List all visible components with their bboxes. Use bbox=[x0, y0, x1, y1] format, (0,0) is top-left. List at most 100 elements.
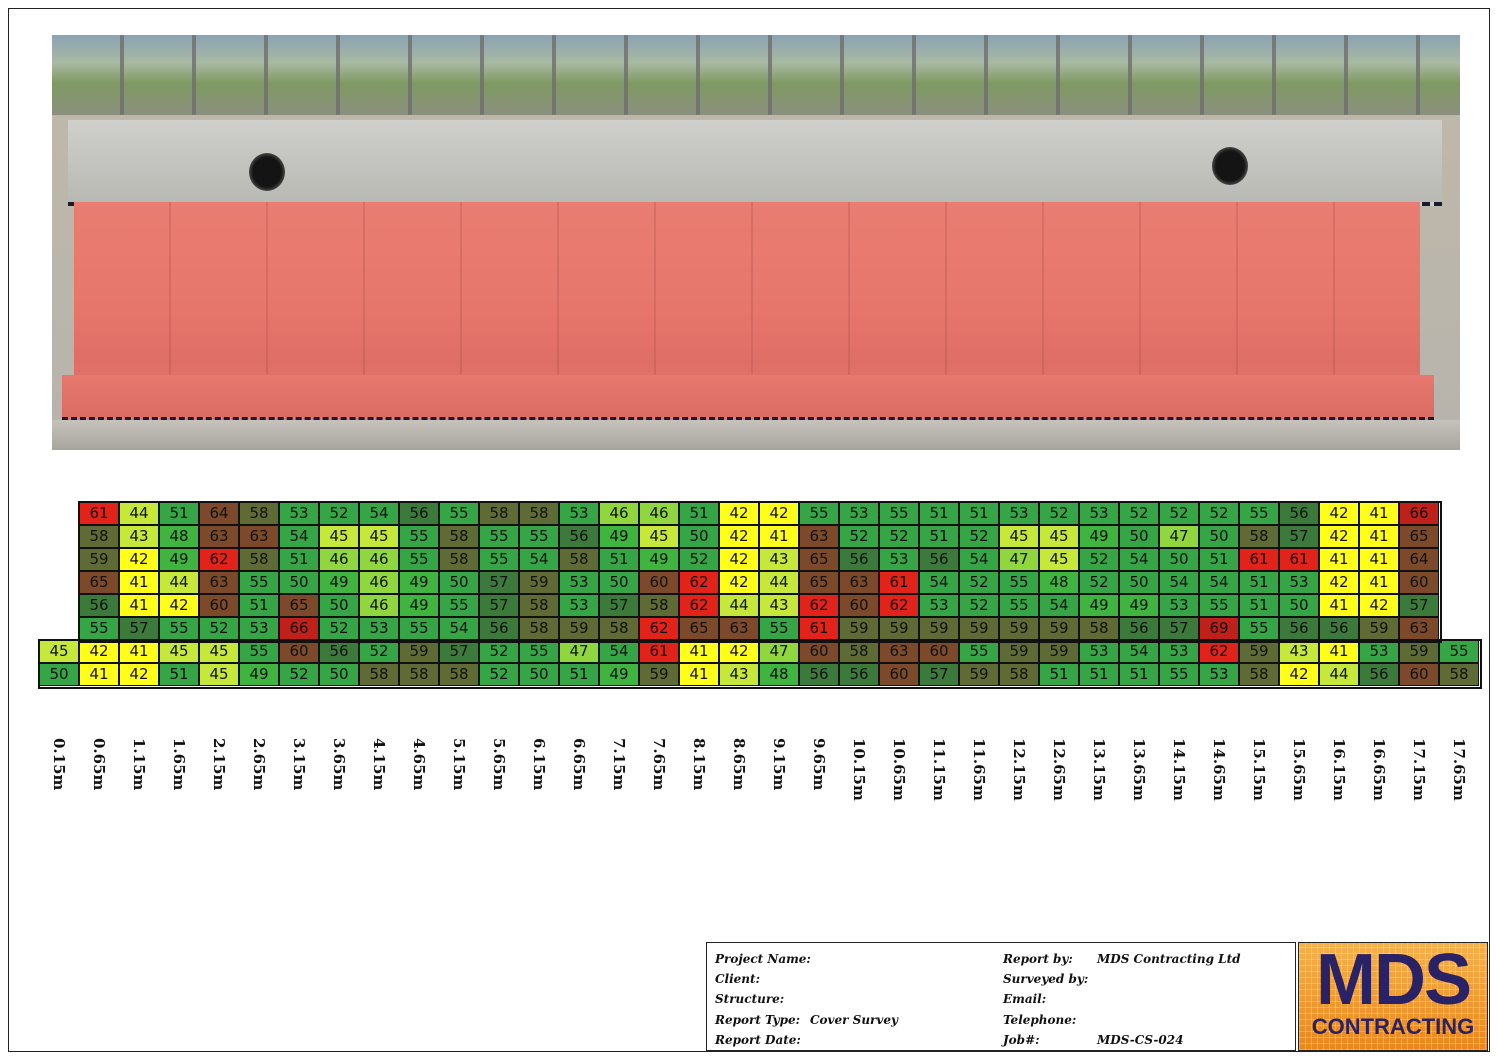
cover-cell: 51 bbox=[239, 594, 279, 617]
cover-cell: 46 bbox=[639, 502, 679, 525]
cover-cell: 52 bbox=[319, 617, 359, 640]
x-position-label: 3.15m bbox=[290, 738, 308, 791]
cover-cell: 47 bbox=[559, 640, 599, 663]
x-position-label: 3.65m bbox=[330, 738, 348, 791]
cover-cell: 49 bbox=[399, 594, 439, 617]
cover-cell: 65 bbox=[279, 594, 319, 617]
cover-cell: 42 bbox=[719, 502, 759, 525]
cover-cell: 61 bbox=[1279, 548, 1319, 571]
cover-cell: 46 bbox=[359, 571, 399, 594]
cover-cell: 53 bbox=[1159, 594, 1199, 617]
cover-cell: 42 bbox=[79, 640, 119, 663]
cover-cell: 53 bbox=[999, 502, 1039, 525]
cover-cell: 61 bbox=[1239, 548, 1279, 571]
cover-cell: 51 bbox=[599, 548, 639, 571]
cover-cell: 45 bbox=[39, 640, 79, 663]
cover-cell: 59 bbox=[879, 617, 919, 640]
cover-cell: 57 bbox=[119, 617, 159, 640]
report-by-value: MDS Contracting Ltd bbox=[1097, 952, 1241, 966]
cover-cell: 59 bbox=[1039, 617, 1079, 640]
cover-cell: 55 bbox=[519, 640, 559, 663]
cover-cell: 42 bbox=[719, 548, 759, 571]
cover-cell: 50 bbox=[279, 571, 319, 594]
cover-cell: 66 bbox=[1399, 502, 1439, 525]
x-position-label: 10.65m bbox=[890, 738, 908, 801]
report-type-value: Cover Survey bbox=[810, 1013, 898, 1027]
cover-cell: 52 bbox=[839, 525, 879, 548]
client-label: Client: bbox=[715, 972, 760, 986]
cover-cell: 63 bbox=[199, 571, 239, 594]
cover-cell: 50 bbox=[1279, 594, 1319, 617]
x-position-label: 5.15m bbox=[450, 738, 468, 791]
cover-cell: 55 bbox=[1159, 663, 1199, 686]
cover-cell: 58 bbox=[1239, 525, 1279, 548]
cover-cell: 54 bbox=[959, 548, 999, 571]
x-position-label: 6.65m bbox=[570, 738, 588, 791]
x-position-label: 9.15m bbox=[770, 738, 788, 791]
cover-cell: 55 bbox=[999, 571, 1039, 594]
cover-cell: 47 bbox=[999, 548, 1039, 571]
cover-cell: 58 bbox=[639, 594, 679, 617]
cover-cell: 45 bbox=[319, 525, 359, 548]
cover-cell: 50 bbox=[519, 663, 559, 686]
cover-cell: 55 bbox=[1439, 640, 1479, 663]
cover-cell: 41 bbox=[1319, 640, 1359, 663]
cover-cell: 55 bbox=[1199, 594, 1239, 617]
x-position-label: 8.15m bbox=[690, 738, 708, 791]
cover-cell: 55 bbox=[519, 525, 559, 548]
cover-cell: 56 bbox=[479, 617, 519, 640]
x-position-label: 17.15m bbox=[1410, 738, 1428, 801]
cover-cell: 57 bbox=[479, 594, 519, 617]
cover-cell: 63 bbox=[239, 525, 279, 548]
cover-cell: 57 bbox=[1399, 594, 1439, 617]
x-position-label: 0.15m bbox=[50, 738, 68, 791]
cover-cell: 62 bbox=[1199, 640, 1239, 663]
cover-cell: 53 bbox=[559, 502, 599, 525]
cover-cell: 46 bbox=[319, 548, 359, 571]
cover-cell: 60 bbox=[799, 640, 839, 663]
x-position-label: 10.15m bbox=[850, 738, 868, 801]
cover-cell: 58 bbox=[1079, 617, 1119, 640]
cover-cell: 52 bbox=[679, 548, 719, 571]
cover-cell: 44 bbox=[159, 571, 199, 594]
cover-cell: 56 bbox=[1319, 617, 1359, 640]
x-position-label: 9.65m bbox=[810, 738, 828, 791]
cover-cell: 52 bbox=[959, 525, 999, 548]
cover-cell: 41 bbox=[1359, 548, 1399, 571]
deck-surface bbox=[52, 420, 1460, 450]
cover-cell: 53 bbox=[1159, 640, 1199, 663]
cover-cell: 49 bbox=[1119, 594, 1159, 617]
cover-cell: 45 bbox=[1039, 548, 1079, 571]
cover-cell: 42 bbox=[1359, 594, 1399, 617]
cover-cell: 55 bbox=[759, 617, 799, 640]
telephone-label: Telephone: bbox=[1003, 1013, 1077, 1027]
cover-cell: 52 bbox=[1119, 502, 1159, 525]
cover-cell: 48 bbox=[159, 525, 199, 548]
cover-cell: 53 bbox=[239, 617, 279, 640]
cover-cell: 42 bbox=[1319, 502, 1359, 525]
cover-cell: 64 bbox=[1399, 548, 1439, 571]
cover-cell: 42 bbox=[119, 663, 159, 686]
cover-cell: 41 bbox=[1359, 502, 1399, 525]
cover-cell: 63 bbox=[719, 617, 759, 640]
structure-label: Structure: bbox=[715, 992, 785, 1006]
cover-cell: 49 bbox=[639, 548, 679, 571]
cover-cell: 45 bbox=[359, 525, 399, 548]
cover-cell: 51 bbox=[159, 663, 199, 686]
cover-cell: 49 bbox=[399, 571, 439, 594]
x-position-label: 13.15m bbox=[1090, 738, 1108, 801]
cover-cell: 50 bbox=[1159, 548, 1199, 571]
cover-cell: 58 bbox=[439, 663, 479, 686]
cover-cell: 44 bbox=[1319, 663, 1359, 686]
cover-cell: 61 bbox=[79, 502, 119, 525]
cover-cell: 50 bbox=[1119, 525, 1159, 548]
cover-cell: 63 bbox=[839, 571, 879, 594]
cover-cell: 52 bbox=[1039, 502, 1079, 525]
page-border bbox=[8, 8, 1490, 1052]
cover-cell: 43 bbox=[759, 548, 799, 571]
cover-cell: 56 bbox=[319, 640, 359, 663]
x-position-label: 1.65m bbox=[170, 738, 188, 791]
cover-cell: 57 bbox=[599, 594, 639, 617]
x-position-label: 4.15m bbox=[370, 738, 388, 791]
x-position-label: 15.15m bbox=[1250, 738, 1268, 801]
